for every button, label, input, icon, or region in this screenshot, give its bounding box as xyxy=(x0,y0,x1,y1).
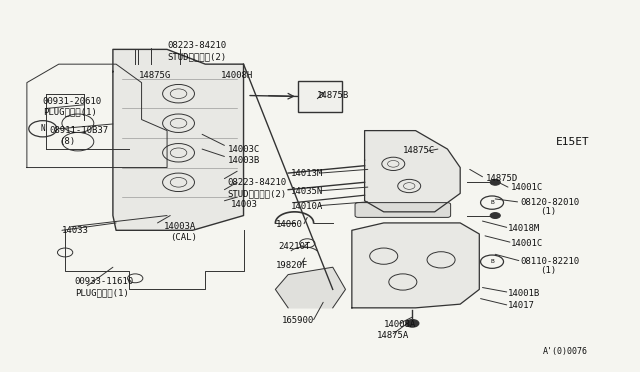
Text: (1): (1) xyxy=(540,266,556,275)
Text: 14875G: 14875G xyxy=(138,71,171,80)
Text: 14001C: 14001C xyxy=(511,239,543,248)
Text: 14033: 14033 xyxy=(62,226,89,235)
Text: (8): (8) xyxy=(59,137,75,146)
Text: 14003: 14003 xyxy=(231,200,258,209)
Text: ↗: ↗ xyxy=(315,90,325,103)
Text: 165900: 165900 xyxy=(282,316,314,325)
Polygon shape xyxy=(113,49,244,230)
Text: 14001C: 14001C xyxy=(511,183,543,192)
Text: 00933-11610: 00933-11610 xyxy=(75,278,134,286)
FancyBboxPatch shape xyxy=(355,203,451,217)
Text: 14060: 14060 xyxy=(275,220,302,229)
Text: 14003C: 14003C xyxy=(228,145,260,154)
Text: 14003A: 14003A xyxy=(164,222,196,231)
Text: 08120-82010: 08120-82010 xyxy=(521,198,580,207)
Text: PLUGプラグ(1): PLUGプラグ(1) xyxy=(75,289,129,298)
Text: 14003B: 14003B xyxy=(228,155,260,165)
Text: 14035N: 14035N xyxy=(291,187,324,196)
Text: 00931-20610: 00931-20610 xyxy=(43,97,102,106)
Text: (CAL): (CAL) xyxy=(170,233,197,242)
Text: E15ET: E15ET xyxy=(556,137,589,147)
Polygon shape xyxy=(275,267,346,308)
Polygon shape xyxy=(365,131,460,212)
Text: 14001B: 14001B xyxy=(508,289,540,298)
Text: 08110-82210: 08110-82210 xyxy=(521,257,580,266)
Text: 14017: 14017 xyxy=(508,301,535,311)
Text: (1): (1) xyxy=(540,207,556,217)
Circle shape xyxy=(490,212,500,218)
Text: 14875A: 14875A xyxy=(378,331,410,340)
Text: 08911-10B37: 08911-10B37 xyxy=(49,126,108,135)
Text: STUDスタッド(2): STUDスタッド(2) xyxy=(167,52,226,61)
Text: 24210T: 24210T xyxy=(278,243,311,251)
Text: 14875D: 14875D xyxy=(486,174,518,183)
Text: 08223-84210: 08223-84210 xyxy=(228,178,287,187)
Text: 14875B: 14875B xyxy=(317,91,349,100)
Text: 14010A: 14010A xyxy=(291,202,324,211)
Text: 14008H: 14008H xyxy=(221,71,253,80)
Bar xyxy=(298,81,342,112)
Text: 14013M: 14013M xyxy=(291,169,324,177)
Text: N: N xyxy=(40,124,45,133)
Text: A'(0)0076: A'(0)0076 xyxy=(543,347,588,356)
Text: 14008A: 14008A xyxy=(384,320,416,329)
Circle shape xyxy=(406,320,419,327)
Text: B: B xyxy=(490,200,494,205)
Circle shape xyxy=(490,179,500,185)
Text: 08223-84210: 08223-84210 xyxy=(167,41,226,50)
Text: STUDスタッド(2): STUDスタッド(2) xyxy=(228,189,287,198)
Text: 14018M: 14018M xyxy=(508,224,540,233)
Text: B: B xyxy=(490,259,494,264)
Text: PLUGプラグ(1): PLUGプラグ(1) xyxy=(43,108,97,117)
Polygon shape xyxy=(352,223,479,308)
Text: 19820F: 19820F xyxy=(275,261,308,270)
Text: 14875C: 14875C xyxy=(403,147,435,155)
